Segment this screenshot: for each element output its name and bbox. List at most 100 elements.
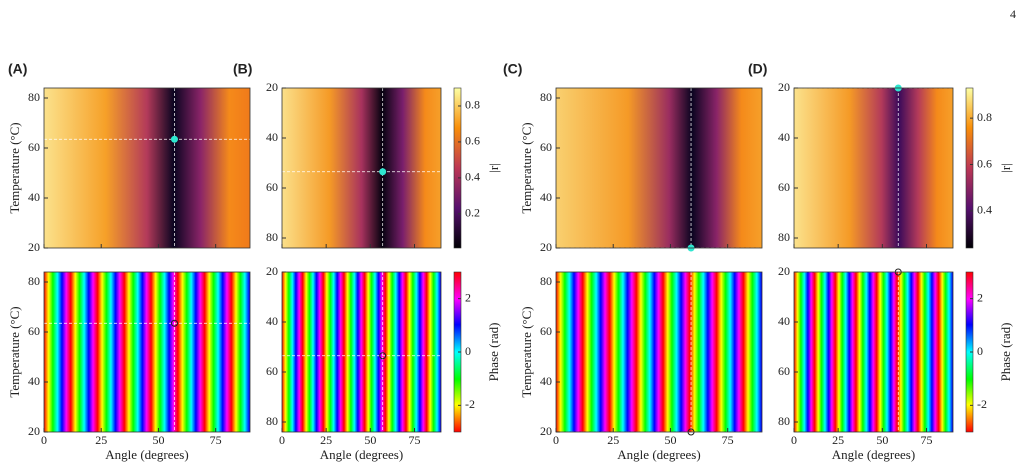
y-tick-label: 80: [266, 230, 278, 244]
axes-frame: [793, 87, 954, 249]
colorbar-tick-label: 0.8: [977, 110, 992, 124]
y-axis-label: Temperature (°C): [519, 306, 534, 397]
colorbar-label: |r|: [486, 163, 501, 173]
axes-frame: [43, 271, 251, 433]
axes-frame: [793, 271, 954, 433]
colorbar-tick-label: 0.2: [465, 206, 480, 220]
y-tick-label: 80: [778, 414, 790, 428]
axes-frame: [555, 87, 763, 249]
colorbar-tick-label: 0.4: [977, 203, 992, 217]
x-tick-label: 75: [921, 433, 933, 447]
panel-label: (C): [503, 61, 522, 77]
y-tick-label: 20: [266, 80, 278, 94]
y-tick-label: 60: [540, 140, 552, 154]
x-tick-label: 25: [832, 433, 844, 447]
y-tick-label: 80: [778, 230, 790, 244]
y-tick-label: 60: [778, 180, 790, 194]
y-tick-label: 40: [778, 130, 790, 144]
y-tick-label: 40: [540, 374, 552, 388]
y-tick-label: 40: [266, 130, 278, 144]
magnitude-map: [556, 88, 762, 248]
singular-point: [170, 135, 178, 143]
panel-label: (B): [233, 61, 252, 77]
colorbar-tick-label: 2: [465, 290, 471, 304]
y-tick-label: 80: [266, 414, 278, 428]
x-axis-label: Angle (degrees): [832, 447, 915, 462]
y-tick-label: 80: [28, 274, 40, 288]
magnitude-map: [282, 88, 441, 248]
y-tick-label: 20: [28, 424, 40, 438]
x-tick-label: 25: [320, 433, 332, 447]
colorbar-tick-label: -2: [465, 397, 475, 411]
colorbar-label: Phase (rad): [998, 323, 1013, 382]
magnitude-map: [44, 88, 250, 248]
x-tick-label: 75: [210, 433, 222, 447]
x-axis-label: Angle (degrees): [105, 447, 188, 462]
colorbar-tick-label: 2: [977, 290, 983, 304]
y-tick-label: 80: [28, 90, 40, 104]
panel-label: (D): [748, 61, 767, 77]
y-tick-label: 60: [28, 324, 40, 338]
y-tick-label: 40: [28, 374, 40, 388]
axes-frame: [281, 87, 442, 249]
y-tick-label: 20: [266, 264, 278, 278]
colorbar-label: |r|: [998, 163, 1013, 173]
x-tick-label: 50: [664, 433, 676, 447]
y-tick-label: 40: [266, 314, 278, 328]
phase-map: [556, 272, 762, 432]
singular-point: [170, 319, 178, 327]
y-tick-label: 60: [266, 364, 278, 378]
y-tick-label: 60: [28, 140, 40, 154]
x-tick-label: 50: [364, 433, 376, 447]
x-tick-label: 75: [722, 433, 734, 447]
x-tick-label: 25: [95, 433, 107, 447]
colorbar-tick-label: 0.6: [465, 134, 480, 148]
axes-frame: [281, 271, 442, 433]
x-axis-label: Angle (degrees): [320, 447, 403, 462]
y-axis-label: Temperature (°C): [7, 306, 22, 397]
panel-label: (A): [8, 61, 27, 77]
y-tick-label: 20: [778, 80, 790, 94]
x-axis-label: Angle (degrees): [617, 447, 700, 462]
y-tick-label: 60: [778, 364, 790, 378]
y-tick-label: 40: [540, 190, 552, 204]
phase-map: [282, 272, 441, 432]
magnitude-map: [794, 88, 953, 248]
colorbar-label: Phase (rad): [486, 323, 501, 382]
colorbar-tick-label: 0.8: [465, 98, 480, 112]
x-tick-label: 0: [791, 433, 797, 447]
y-axis-label: Temperature (°C): [519, 122, 534, 213]
y-tick-label: 20: [778, 264, 790, 278]
singular-point: [379, 352, 387, 360]
y-tick-label: 80: [540, 274, 552, 288]
singular-point: [379, 168, 387, 176]
phase-map: [44, 272, 250, 432]
axes-frame: [43, 87, 251, 249]
colorbar: [965, 87, 974, 249]
x-tick-label: 0: [279, 433, 285, 447]
phase-map: [794, 272, 953, 432]
page-number: 4: [1010, 7, 1016, 21]
y-tick-label: 40: [28, 190, 40, 204]
y-tick-label: 60: [266, 180, 278, 194]
y-tick-label: 80: [540, 90, 552, 104]
x-tick-label: 25: [607, 433, 619, 447]
x-tick-label: 50: [152, 433, 164, 447]
y-tick-label: 40: [778, 314, 790, 328]
axes-frame: [555, 271, 763, 433]
colorbar-tick-label: -2: [977, 397, 987, 411]
y-tick-label: 60: [540, 324, 552, 338]
x-tick-label: 0: [553, 433, 559, 447]
x-tick-label: 75: [409, 433, 421, 447]
y-axis-label: Temperature (°C): [7, 122, 22, 213]
x-tick-label: 0: [41, 433, 47, 447]
colorbar-tick-label: 0: [977, 344, 983, 358]
colorbar: [453, 87, 462, 249]
y-tick-label: 20: [28, 240, 40, 254]
y-tick-label: 20: [540, 240, 552, 254]
x-tick-label: 50: [876, 433, 888, 447]
colorbar-tick-label: 0: [465, 344, 471, 358]
colorbar-tick-label: 0.4: [465, 170, 480, 184]
colorbar-tick-label: 0.6: [977, 156, 992, 170]
